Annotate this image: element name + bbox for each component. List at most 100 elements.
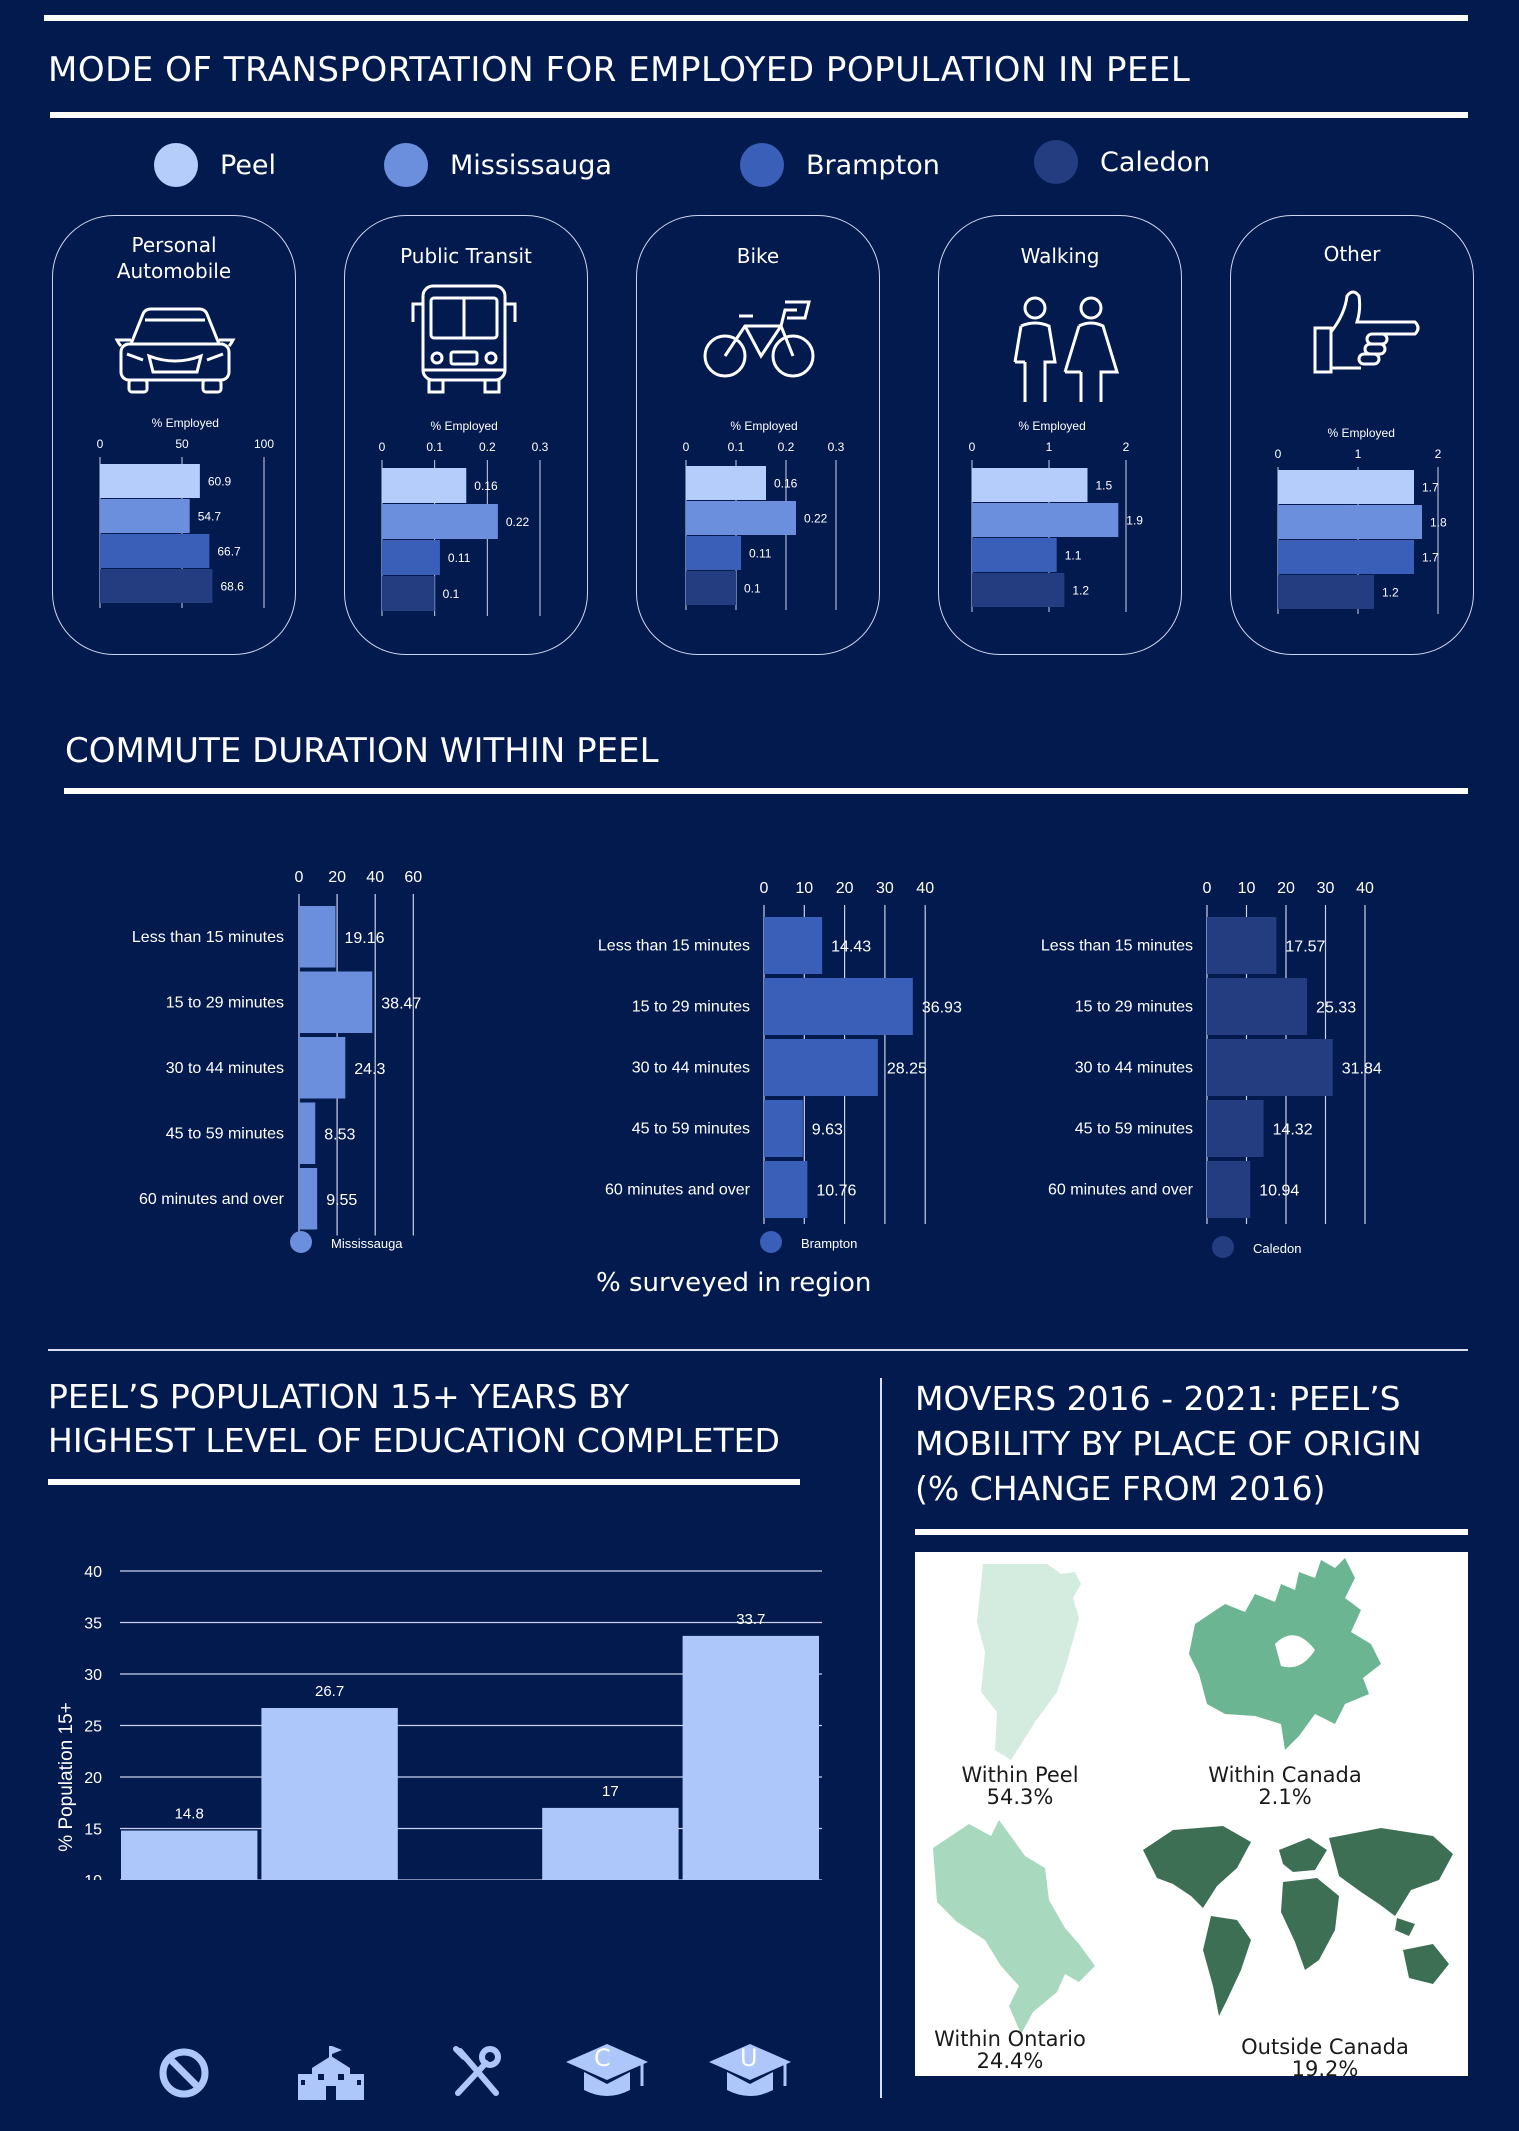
chart-tick-label: 20 xyxy=(836,880,854,897)
chart-data-label: 1.2 xyxy=(1382,586,1399,600)
commute-xlabel: % surveyed in region xyxy=(596,1268,872,1298)
education-title-line: HIGHEST LEVEL OF EDUCATION COMPLETED xyxy=(48,1421,780,1460)
commute-chart-caledon: 0 10 20 30 40 Less than 15 minutes 17.57 15 to … xyxy=(1041,880,1382,1258)
car-icon xyxy=(114,307,236,394)
chart-data-label: 54.7 xyxy=(198,510,222,524)
tools-icon xyxy=(453,2046,501,2096)
chart-data-label: 1.7 xyxy=(1422,481,1439,495)
chart-tick-label: 30 xyxy=(1317,880,1335,897)
cap-letter: U xyxy=(740,2044,758,2072)
divider-horizontal xyxy=(48,1349,1468,1351)
chart-data-label: 14.8 xyxy=(175,1806,204,1823)
chart-data-label: 36.93 xyxy=(922,1000,962,1017)
region-label-within-peel: Within Peel 54.3% xyxy=(935,1764,1105,1808)
chart-bar xyxy=(972,503,1119,537)
chart-tick-label: 0 xyxy=(1203,880,1212,897)
chart-bar xyxy=(972,468,1088,502)
chart-tick-label: 100 xyxy=(254,437,274,451)
bike-icon xyxy=(703,300,815,378)
chart-tick-label: 0.3 xyxy=(828,440,845,454)
chart-tick-label: 20 xyxy=(328,869,346,886)
chart-category-label: Less than 15 minutes xyxy=(1041,938,1193,955)
chart-bar xyxy=(972,538,1057,572)
chart-legend-label: Mississauga xyxy=(331,1236,403,1251)
chart-tick-label: 20 xyxy=(1277,880,1295,897)
walking-people-icon xyxy=(1013,296,1120,402)
chart-bar xyxy=(299,1037,346,1099)
chart-category-label: 60 minutes and over xyxy=(1048,1182,1194,1199)
legend-swatch xyxy=(384,143,428,187)
movers-title-line: MOBILITY BY PLACE OF ORIGIN xyxy=(915,1424,1422,1463)
bus-icon xyxy=(411,284,517,394)
legend-item-brampton: Brampton xyxy=(740,143,940,187)
chart-category-label: Less than 15 minutes xyxy=(598,938,750,955)
legend-label: Mississauga xyxy=(450,149,612,181)
chart-data-label: 1.1 xyxy=(1065,549,1082,563)
chart-data-label: 10.94 xyxy=(1259,1183,1299,1200)
legend-swatch xyxy=(740,143,784,187)
chart-category-label: 30 to 44 minutes xyxy=(632,1060,750,1077)
chart-data-label: 17.57 xyxy=(1285,939,1325,956)
chart-bar xyxy=(382,504,498,539)
region-label-outside-canada: Outside Canada 19.2% xyxy=(1215,2036,1435,2080)
commute-chart-mississauga: 0 20 40 60 Less than 15 minutes 19.16 15 to 29… xyxy=(132,869,422,1253)
region-name: Within Peel xyxy=(961,1763,1079,1787)
chart-bar xyxy=(1278,540,1414,574)
education-title: PEEL’S POPULATION 15+ YEARS BY HIGHEST L… xyxy=(48,1375,780,1463)
chart-data-label: 9.63 xyxy=(812,1122,843,1139)
chart-data-label: 31.84 xyxy=(1342,1061,1382,1078)
chart-bar xyxy=(100,464,200,498)
chart-category-label: 60 minutes and over xyxy=(605,1182,751,1199)
chart-tick-label: 0 xyxy=(295,869,304,886)
region-label-within-canada: Within Canada 2.1% xyxy=(1185,1764,1385,1808)
legend-item-peel: Peel xyxy=(154,143,276,187)
chart-data-label: 1.2 xyxy=(1072,584,1089,598)
chart-bar xyxy=(1207,1161,1251,1218)
chart-category-label: 15 to 29 minutes xyxy=(1075,999,1193,1016)
chart-data-label: 8.53 xyxy=(324,1126,355,1143)
chart-legend-swatch xyxy=(760,1231,782,1253)
chart-bar xyxy=(382,468,467,503)
chart-bar xyxy=(100,569,213,603)
chart-data-label: 0.11 xyxy=(448,551,471,565)
chart-bar xyxy=(382,540,440,575)
chart-tick-label: 40 xyxy=(366,869,384,886)
chart-bar xyxy=(764,1100,803,1157)
ontario-map-icon xyxy=(933,1820,1095,2034)
education-title-line: PEEL’S POPULATION 15+ YEARS BY xyxy=(48,1377,630,1416)
chart-data-label: 33.7 xyxy=(736,1611,765,1628)
chart-tick-label: 25 xyxy=(84,1719,102,1736)
chart-bar xyxy=(299,971,373,1033)
commute-rule xyxy=(64,788,1468,794)
chart-data-label: 10.76 xyxy=(816,1183,856,1200)
chart-bar xyxy=(686,501,796,535)
graduation-cap-u-icon xyxy=(709,2044,791,2096)
chart-data-label: 0.11 xyxy=(749,547,772,561)
no-certificate-icon xyxy=(159,2048,209,2098)
chart-bar xyxy=(1278,470,1414,504)
chart-data-label: 17 xyxy=(602,1783,619,1800)
education-rule xyxy=(48,1479,800,1485)
chart-tick-label: 30 xyxy=(84,1667,102,1684)
chart-bar xyxy=(1278,575,1374,609)
chart-category-label: 45 to 59 minutes xyxy=(1075,1121,1193,1138)
legend-label: Peel xyxy=(220,149,277,181)
card-title: Personal Automobile xyxy=(116,233,232,283)
chart-bar xyxy=(1207,1100,1264,1157)
chart-legend-swatch xyxy=(290,1231,312,1253)
chart-tick-label: 40 xyxy=(916,880,934,897)
canada-map-icon xyxy=(1189,1558,1381,1750)
chart-category-label: 30 to 44 minutes xyxy=(1075,1060,1193,1077)
chart-bar xyxy=(972,573,1065,607)
divider-vertical xyxy=(880,1378,882,2098)
chart-axis-title: % Employed xyxy=(430,419,497,433)
card-title: Walking xyxy=(1020,244,1100,268)
chart-legend-label: Caledon xyxy=(1253,1241,1301,1256)
chart-axis-title: % Employed xyxy=(1328,426,1395,440)
chart-data-label: 0.1 xyxy=(443,587,460,601)
chart-bar xyxy=(686,466,766,500)
pointing-hand-icon xyxy=(1313,290,1420,374)
chart-bar xyxy=(764,978,913,1035)
chart-data-label: 14.32 xyxy=(1273,1122,1313,1139)
